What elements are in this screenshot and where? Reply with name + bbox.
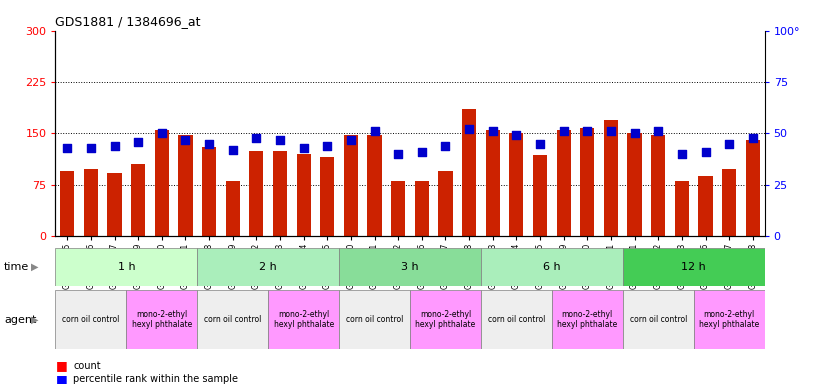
Text: corn oil control: corn oil control (346, 315, 403, 324)
Text: 1 h: 1 h (118, 262, 135, 272)
Bar (698, 176, 712, 236)
Bar (250, 151, 264, 236)
Bar (694, 290, 765, 349)
Text: GDS1881 / 1384696_at: GDS1881 / 1384696_at (55, 15, 201, 28)
Bar (320, 157, 335, 236)
Text: ■: ■ (55, 373, 67, 384)
Bar (155, 130, 169, 236)
Bar (533, 156, 548, 236)
Bar (55, 290, 126, 349)
Bar (131, 164, 145, 236)
Bar (55, 248, 197, 286)
Bar (651, 135, 665, 236)
Point (273, 137, 286, 143)
Bar (675, 181, 689, 236)
Bar (60, 171, 74, 236)
Text: 2 h: 2 h (259, 262, 277, 272)
Bar (268, 290, 339, 349)
Bar (580, 128, 594, 236)
Point (344, 137, 357, 143)
Point (84, 145, 97, 151)
Text: ■: ■ (55, 359, 67, 372)
Bar (481, 248, 623, 286)
Bar (179, 135, 193, 236)
Point (392, 151, 405, 157)
Point (155, 131, 168, 137)
Bar (722, 169, 736, 236)
Bar (367, 135, 382, 236)
Point (250, 134, 263, 141)
Bar (746, 140, 760, 236)
Bar (197, 248, 339, 286)
Point (652, 128, 665, 134)
Bar (344, 135, 358, 236)
Point (605, 128, 618, 134)
Bar (108, 173, 122, 236)
Point (226, 147, 239, 153)
Text: mono-2-ethyl
hexyl phthalate: mono-2-ethyl hexyl phthalate (699, 310, 759, 329)
Text: mono-2-ethyl
hexyl phthalate: mono-2-ethyl hexyl phthalate (131, 310, 192, 329)
Bar (462, 109, 477, 236)
Text: mono-2-ethyl
hexyl phthalate: mono-2-ethyl hexyl phthalate (415, 310, 476, 329)
Point (368, 128, 381, 134)
Text: 12 h: 12 h (681, 262, 706, 272)
Bar (623, 290, 694, 349)
Point (723, 141, 736, 147)
Bar (339, 248, 481, 286)
Text: agent: agent (4, 314, 37, 325)
Point (60, 145, 73, 151)
Bar (273, 151, 287, 236)
Text: corn oil control: corn oil control (629, 315, 687, 324)
Point (321, 143, 334, 149)
Bar (410, 290, 481, 349)
Bar (623, 248, 765, 286)
Bar (197, 290, 268, 349)
Text: ▶: ▶ (31, 262, 38, 272)
Point (202, 141, 215, 147)
Point (747, 134, 760, 141)
Bar (339, 290, 410, 349)
Text: 6 h: 6 h (543, 262, 561, 272)
Point (534, 141, 547, 147)
Bar (202, 147, 216, 236)
Text: time: time (4, 262, 29, 272)
Text: mono-2-ethyl
hexyl phthalate: mono-2-ethyl hexyl phthalate (273, 310, 334, 329)
Bar (415, 181, 429, 236)
Point (486, 128, 499, 134)
Point (581, 128, 594, 134)
Point (108, 143, 121, 149)
Point (463, 126, 476, 132)
Point (676, 151, 689, 157)
Point (557, 128, 570, 134)
Text: corn oil control: corn oil control (62, 315, 120, 324)
Point (699, 149, 712, 155)
Bar (438, 171, 453, 236)
Text: corn oil control: corn oil control (488, 315, 545, 324)
Bar (226, 181, 240, 236)
Text: count: count (73, 361, 101, 371)
Bar (84, 169, 98, 236)
Point (439, 143, 452, 149)
Point (415, 149, 428, 155)
Point (131, 139, 144, 145)
Bar (481, 290, 552, 349)
Bar (628, 133, 641, 236)
Bar (486, 130, 500, 236)
Bar (296, 154, 311, 236)
Point (297, 145, 310, 151)
Text: corn oil control: corn oil control (204, 315, 261, 324)
Bar (509, 133, 524, 236)
Bar (557, 130, 570, 236)
Text: 3 h: 3 h (401, 262, 419, 272)
Point (510, 132, 523, 139)
Text: ▶: ▶ (31, 314, 38, 325)
Bar (552, 290, 623, 349)
Point (179, 137, 192, 143)
Text: mono-2-ethyl
hexyl phthalate: mono-2-ethyl hexyl phthalate (557, 310, 618, 329)
Bar (604, 120, 618, 236)
Point (628, 131, 641, 137)
Bar (126, 290, 197, 349)
Text: percentile rank within the sample: percentile rank within the sample (73, 374, 238, 384)
Bar (391, 181, 406, 236)
